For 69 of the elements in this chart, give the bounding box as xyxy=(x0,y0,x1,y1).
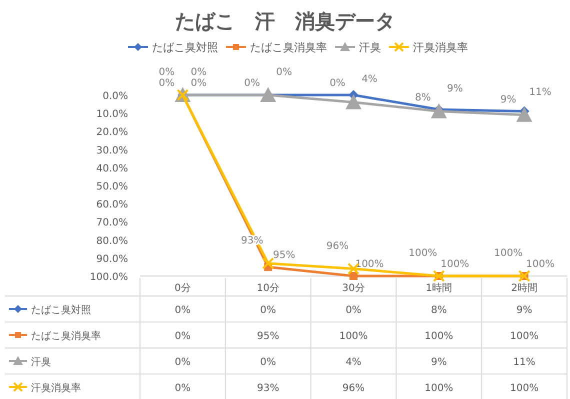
data-label: 100% xyxy=(424,331,454,342)
data-label: 93% xyxy=(256,383,280,394)
x-tick-label: 0分 xyxy=(174,282,191,294)
text: 8% xyxy=(414,92,431,104)
x-tick-label: 2時間 xyxy=(511,282,538,294)
point xyxy=(430,103,447,118)
y-tick-label: 70.0% xyxy=(96,218,128,229)
data-label: 100% xyxy=(424,383,454,394)
text: 0% xyxy=(190,78,207,89)
chart-title: たばこ 汗 消臭データ xyxy=(175,9,395,33)
text: 0% xyxy=(276,67,292,78)
y-tick-label: 80.0% xyxy=(96,236,128,247)
data-label: 0% xyxy=(174,331,191,342)
data-label: 95% xyxy=(256,331,280,342)
data-label: 0% xyxy=(260,305,276,316)
y-tick-label: 20.0% xyxy=(96,127,128,138)
x-tick-label: 10分 xyxy=(256,282,280,294)
data-label: 100% xyxy=(510,331,539,342)
y-tick-label: 30.0% xyxy=(96,145,128,156)
data-label: 11% xyxy=(513,357,536,368)
text: 100% xyxy=(526,259,555,270)
point xyxy=(350,272,358,280)
point xyxy=(260,87,276,102)
text: 96% xyxy=(326,240,349,252)
x-tick-label: 1時間 xyxy=(426,282,452,294)
text: 100% xyxy=(494,248,523,259)
point xyxy=(262,257,274,270)
y-tick-label: 90.0% xyxy=(96,254,128,265)
y-tick-label: 100.0% xyxy=(90,272,128,283)
text: 汗臭 xyxy=(31,357,51,368)
data-label: 0% xyxy=(174,357,191,368)
data-label: 0% xyxy=(174,383,191,394)
point xyxy=(346,94,362,110)
data-label: 9% xyxy=(430,357,447,368)
text: 0% xyxy=(190,67,207,78)
y-tick-label: 50.0% xyxy=(96,182,128,192)
legend-label: 汗臭消臭率 xyxy=(413,41,468,54)
text: 0% xyxy=(244,78,260,89)
data-label: 9% xyxy=(516,305,532,316)
text: 9% xyxy=(500,94,516,106)
text: 9% xyxy=(446,83,463,94)
text: 0% xyxy=(330,78,346,89)
point xyxy=(516,106,532,122)
text: 100% xyxy=(440,259,470,270)
y-tick-label: 10.0% xyxy=(96,109,128,120)
y-tick-label: 60.0% xyxy=(96,200,128,211)
legend-label: たばこ臭対照 xyxy=(152,41,218,54)
text: たばこ臭対照 xyxy=(31,305,91,316)
data-label: 100% xyxy=(510,383,539,394)
data-label: 0% xyxy=(346,305,362,316)
data-label: 8% xyxy=(430,305,447,316)
legend-label: たばこ臭消臭率 xyxy=(250,41,327,54)
text: 11% xyxy=(529,86,552,98)
text: 100% xyxy=(408,248,438,259)
data-label: 0% xyxy=(260,357,276,368)
text: 0% xyxy=(158,78,175,89)
text: たばこ臭消臭率 xyxy=(31,331,101,342)
data-label: 100% xyxy=(339,331,368,342)
y-tick-label: 40.0% xyxy=(96,163,128,174)
text: 0% xyxy=(158,67,175,78)
data-label: 4% xyxy=(346,357,362,368)
text: 95% xyxy=(272,250,296,261)
text: 4% xyxy=(362,74,378,86)
data-label: 96% xyxy=(342,383,365,394)
y-tick-label: 0.0% xyxy=(102,91,128,102)
x-tick-label: 30分 xyxy=(342,282,365,294)
data-label: 0% xyxy=(174,305,191,316)
legend-label: 汗臭 xyxy=(359,41,381,54)
text: 汗臭消臭率 xyxy=(31,383,81,394)
